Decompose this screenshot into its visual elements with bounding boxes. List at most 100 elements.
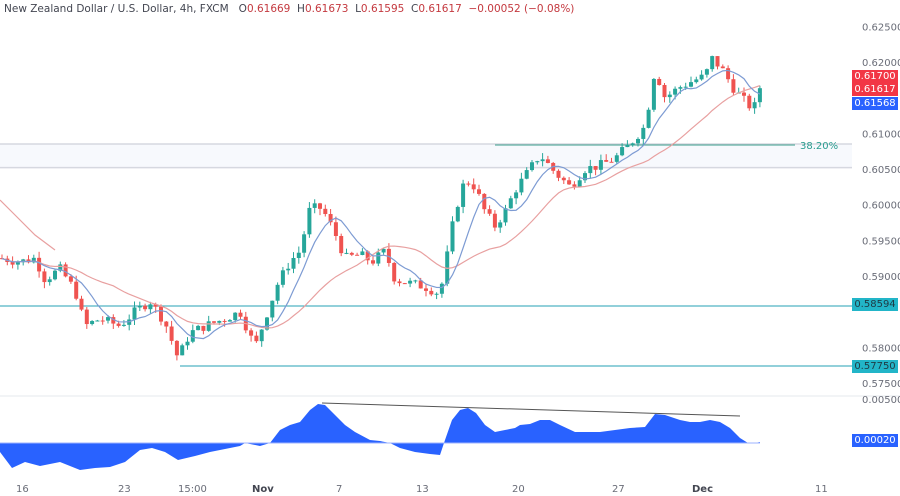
time-axis-label: Nov [252, 484, 274, 495]
candle [450, 216, 455, 255]
candle [265, 317, 269, 331]
symbol-label: New Zealand Dollar / U.S. Dollar, 4h, FX… [4, 3, 229, 15]
ma-slow-price-tag: 0.61700 [852, 70, 898, 83]
candle [689, 76, 693, 88]
time-axis-label: 11 [815, 484, 828, 495]
price-axis-label: 0.57500 [862, 379, 900, 390]
candle [726, 65, 731, 83]
fib-zone [0, 144, 852, 168]
candle [620, 143, 625, 157]
candle [355, 252, 360, 256]
candle [143, 303, 148, 312]
divergence-line[interactable] [321, 402, 741, 417]
candle [137, 301, 142, 312]
candle [752, 97, 757, 114]
candle [169, 320, 174, 345]
candle [333, 216, 338, 241]
candle [424, 283, 428, 297]
candle [302, 231, 307, 258]
candle [291, 252, 296, 274]
candle [445, 245, 450, 287]
candle [397, 278, 402, 287]
candle [344, 248, 349, 255]
oscillator-value-tag: 0.00020 [852, 434, 898, 447]
candle [455, 205, 460, 223]
candle [487, 205, 492, 216]
candle [731, 74, 736, 96]
candle [21, 258, 26, 266]
candle [545, 155, 550, 164]
price-axis-label: 0.60000 [862, 201, 900, 212]
candle [699, 70, 704, 81]
price-axis-label: 0.62000 [862, 58, 900, 69]
candle [174, 340, 179, 361]
candle [514, 189, 519, 205]
candle [381, 247, 386, 255]
candle [524, 167, 529, 180]
candle [402, 282, 407, 285]
candle [439, 282, 444, 298]
candle [720, 64, 725, 69]
time-axis-label: 23 [118, 484, 131, 495]
candle [10, 256, 15, 269]
candle [604, 154, 609, 162]
candle [371, 255, 375, 266]
time-axis-label: 7 [336, 484, 342, 495]
candle [598, 154, 603, 175]
candle [53, 268, 57, 281]
price-axis-label: 0.62500 [862, 22, 900, 33]
candle [530, 160, 534, 172]
candle [434, 292, 439, 300]
last-price-tag: 0.61617 [852, 83, 898, 96]
candle [572, 181, 577, 190]
open-value: 0.61669 [246, 3, 291, 15]
candle [201, 325, 206, 335]
candle [238, 309, 243, 320]
candle [561, 176, 566, 185]
candle [196, 324, 201, 331]
candle [710, 55, 715, 72]
candle [482, 193, 487, 214]
ma-slow-line [1, 85, 761, 329]
candle [42, 268, 47, 289]
oscillator-area [0, 404, 760, 470]
candle [757, 85, 762, 108]
candle [662, 82, 667, 103]
candle [95, 319, 100, 322]
candle [408, 277, 413, 288]
candle [328, 208, 333, 226]
oscillator-axis-label: 0.00500 [862, 395, 900, 406]
candle [641, 124, 646, 145]
candle [556, 169, 561, 182]
candle [492, 210, 497, 232]
candle [63, 262, 68, 278]
candle [164, 320, 169, 333]
candle [74, 275, 79, 301]
candle [47, 276, 52, 286]
candle [37, 251, 42, 278]
candle [254, 331, 259, 343]
candle [535, 160, 540, 165]
candle [593, 166, 598, 176]
price-axis-label: 0.59000 [862, 272, 900, 283]
candle [694, 76, 699, 84]
ma-fast-line [1, 69, 761, 340]
candle [747, 93, 752, 111]
candle [90, 320, 95, 326]
candle [58, 261, 63, 273]
support-level-tag: 0.57750 [852, 360, 898, 373]
price-axis-label: 0.60500 [862, 165, 900, 176]
time-axis-label: Dec [692, 484, 713, 495]
candle [275, 282, 280, 305]
candle [323, 204, 328, 217]
candle [503, 204, 508, 226]
candle [625, 140, 630, 148]
candle [339, 233, 344, 257]
candle [280, 266, 285, 288]
candle [715, 56, 720, 70]
candle [360, 248, 365, 256]
candle [190, 324, 195, 344]
close-value: 0.61617 [418, 3, 462, 15]
candle [519, 172, 524, 196]
